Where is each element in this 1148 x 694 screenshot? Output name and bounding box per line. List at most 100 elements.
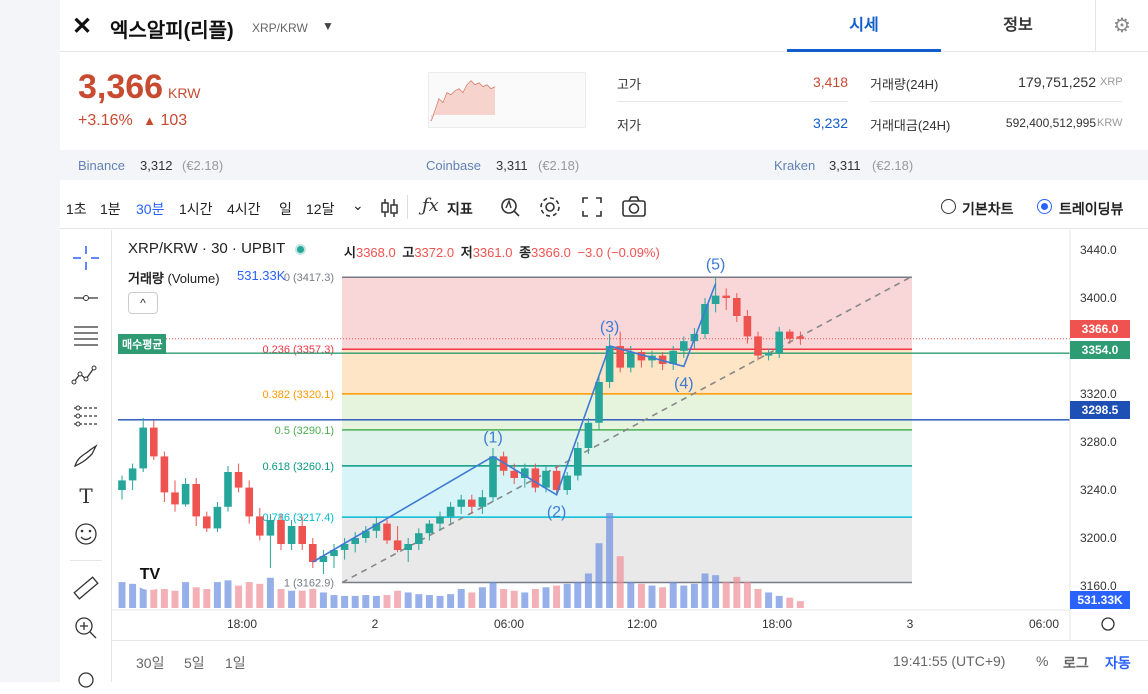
chevron-down-icon[interactable]: ▼ xyxy=(322,19,334,33)
fullscreen-icon[interactable] xyxy=(581,196,603,218)
volume-legend-sub: (Volume) xyxy=(167,271,220,286)
indicator-button[interactable]: 지표 xyxy=(447,201,473,217)
low-value: 3,232 xyxy=(812,115,848,131)
fib-level-label: 0 (3417.3) xyxy=(284,272,334,284)
candle-body xyxy=(393,540,402,550)
volume-bar xyxy=(129,583,137,608)
zoom-in-icon[interactable] xyxy=(70,614,102,642)
stat-divider xyxy=(617,101,848,102)
exchange-name: Binance xyxy=(78,158,125,173)
interval-30m[interactable]: 30분 xyxy=(136,201,165,217)
fib-zone xyxy=(342,277,912,350)
prediction-icon[interactable] xyxy=(70,402,102,430)
volume-bar xyxy=(796,601,804,608)
trading-view-label[interactable]: 트레이딩뷰 xyxy=(1059,201,1124,217)
volume-bar xyxy=(680,585,688,608)
candle-body xyxy=(181,484,190,505)
interval-12mo[interactable]: 12달 xyxy=(306,201,335,217)
volume-bar xyxy=(394,590,402,608)
up-arrow-icon: ▲ xyxy=(143,113,157,128)
interval-dropdown-icon[interactable]: ⌄ xyxy=(352,197,364,213)
candle-type-icon[interactable] xyxy=(378,197,400,219)
candle-body xyxy=(150,427,158,457)
price-axis-label: 3160.0 xyxy=(1080,579,1117,593)
interval-4h[interactable]: 4시간 xyxy=(227,201,261,217)
candle-body xyxy=(319,556,328,562)
low-label: 저가 xyxy=(617,118,641,133)
interval-1m[interactable]: 1분 xyxy=(100,201,121,217)
pattern-icon[interactable] xyxy=(70,360,102,388)
interval-1h[interactable]: 1시간 xyxy=(179,201,213,217)
ruler-icon[interactable] xyxy=(70,574,102,602)
volume-bar xyxy=(712,575,720,608)
line-price-tag: 3298.5 xyxy=(1070,401,1130,419)
volume-bar xyxy=(415,594,423,608)
drawing-tools: T xyxy=(60,230,112,688)
price-axis-label: 3280.0 xyxy=(1080,435,1117,449)
candle-body xyxy=(436,516,444,524)
volume-bar xyxy=(341,595,349,608)
tab-info[interactable]: 정보 xyxy=(1003,17,1033,34)
basic-chart-radio[interactable] xyxy=(941,199,956,214)
range-30d[interactable]: 30일 xyxy=(136,655,165,671)
collapse-legend-button[interactable]: ^ xyxy=(128,292,158,314)
volume-bar xyxy=(425,595,433,608)
fib-level-label: 0.382 (3320.1) xyxy=(262,389,334,401)
candle-body xyxy=(796,336,805,339)
volume-bar xyxy=(245,582,253,608)
percent-toggle[interactable]: % xyxy=(1036,653,1049,669)
fx-icon[interactable]: ƒx xyxy=(422,195,439,216)
volume-bar xyxy=(510,590,518,608)
price-axis-label: 3200.0 xyxy=(1080,531,1117,545)
amount-label: 거래대금(24H) xyxy=(870,118,951,133)
volume-label: 거래량(24H) xyxy=(870,77,939,92)
volume-bar xyxy=(489,582,497,608)
interval-day[interactable]: 일 xyxy=(279,201,292,217)
crosshair-icon[interactable] xyxy=(70,244,102,272)
auto-toggle[interactable]: 자동 xyxy=(1105,655,1131,671)
trading-view-radio[interactable] xyxy=(1037,199,1052,214)
log-toggle[interactable]: 로그 xyxy=(1063,655,1089,671)
time-axis-label: 06:00 xyxy=(1029,617,1059,631)
candle-body xyxy=(234,472,243,488)
volume-bar xyxy=(595,543,603,608)
fib-retracement-icon[interactable] xyxy=(70,322,102,350)
basic-chart-label[interactable]: 기본차트 xyxy=(962,201,1014,217)
magnet-icon[interactable] xyxy=(70,666,102,694)
range-5d[interactable]: 5일 xyxy=(184,655,205,671)
gear-icon[interactable] xyxy=(538,195,562,219)
tradingview-logo[interactable]: TV xyxy=(132,560,168,590)
tab-price[interactable]: 시세 xyxy=(787,0,941,52)
candle-body xyxy=(722,295,730,298)
volume-bar xyxy=(627,582,635,608)
coin-pair: XRP/KRW xyxy=(252,21,308,35)
wave-label: (1) xyxy=(483,429,503,446)
xrp-logo-icon: ✕ xyxy=(72,13,93,40)
range-1d[interactable]: 1일 xyxy=(225,655,246,671)
candle-body xyxy=(372,523,381,531)
emoji-icon[interactable] xyxy=(70,520,102,548)
amount-unit: KRW xyxy=(1097,117,1123,129)
volume-bar xyxy=(309,589,317,608)
candle-body xyxy=(330,550,338,556)
market-status-icon xyxy=(295,243,307,255)
interval-1s[interactable]: 1초 xyxy=(66,201,87,217)
left-strip xyxy=(0,0,60,682)
price-chart[interactable]: 0 (3417.3) 0.236 (3357.3) 0.382 (3320.1) 0.… xyxy=(112,230,1148,640)
gear-icon[interactable]: ⚙ xyxy=(1095,0,1148,52)
trend-line-icon[interactable] xyxy=(70,284,102,312)
volume-bar xyxy=(288,590,296,608)
volume-bar xyxy=(447,594,455,608)
candle-body xyxy=(733,298,741,316)
brush-icon[interactable] xyxy=(70,442,102,470)
alert-icon[interactable] xyxy=(498,195,522,219)
camera-icon[interactable] xyxy=(621,195,647,219)
volume-bar xyxy=(521,592,529,608)
wave-label: (5) xyxy=(706,257,726,274)
time-axis-label: 18:00 xyxy=(227,617,257,631)
tools-divider xyxy=(70,560,102,561)
text-icon[interactable]: T xyxy=(79,484,93,508)
candle-body xyxy=(775,331,783,354)
axis-settings-icon xyxy=(1101,617,1115,631)
wave-label: (2) xyxy=(547,504,567,521)
